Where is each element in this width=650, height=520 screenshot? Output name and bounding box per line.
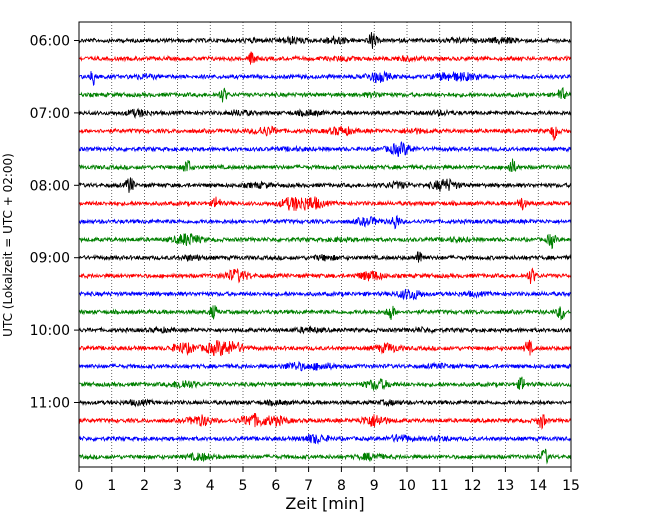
- trace-0730: [78, 141, 572, 157]
- y-axis-label: UTC (Lokalzeit = UTC + 02:00): [1, 153, 15, 337]
- x-tick-label: 13: [496, 478, 514, 494]
- x-tick-label: 6: [271, 478, 280, 494]
- x-tick-label: 7: [304, 478, 313, 494]
- trace-0845: [78, 233, 572, 250]
- trace-1145: [78, 448, 572, 465]
- y-tick-label: 10:00: [30, 323, 70, 339]
- x-tick-label: 10: [398, 478, 416, 494]
- y-axis-ticks: 06:00 07:00 08:00 09:00 10:00 11:00: [30, 34, 79, 412]
- vertical-gridlines: [111, 22, 539, 467]
- x-tick-label: 3: [173, 478, 182, 494]
- x-tick-label: 5: [239, 478, 248, 494]
- x-tick-label: 15: [562, 478, 580, 494]
- trace-1000: [78, 325, 572, 335]
- plot-frame: [78, 21, 572, 468]
- trace-0600: [78, 32, 572, 49]
- trace-1130: [78, 433, 572, 445]
- trace-0945: [78, 305, 572, 321]
- trace-0745: [78, 158, 572, 172]
- y-tick-label: 07:00: [30, 106, 70, 122]
- x-tick-label: 4: [206, 478, 215, 494]
- trace-0615: [78, 51, 572, 65]
- trace-0645: [79, 87, 572, 103]
- x-tick-label: 0: [75, 478, 84, 494]
- x-axis-label: Zeit [min]: [285, 494, 364, 513]
- x-tick-label: 1: [107, 478, 116, 494]
- x-tick-label: 14: [529, 478, 547, 494]
- trace-0800: [78, 177, 572, 193]
- trace-0900: [78, 251, 572, 263]
- trace-0830: [78, 214, 572, 230]
- trace-0915: [78, 267, 572, 285]
- trace-0715: [78, 125, 572, 142]
- trace-1100: [78, 398, 572, 408]
- x-tick-label: 11: [431, 478, 449, 494]
- trace-0630: [78, 70, 572, 87]
- trace-1015: [78, 339, 572, 357]
- y-tick-label: 09:00: [30, 251, 70, 267]
- trace-0930: [78, 288, 572, 301]
- y-tick-label: 11:00: [30, 396, 70, 412]
- trace-0700: [78, 107, 572, 119]
- x-axis-ticks: 0 1 2 3 4 5 6 7 8 9 10 11 12 13 14 15: [75, 467, 580, 494]
- trace-0815: [78, 196, 572, 211]
- trace-1115: [78, 413, 572, 430]
- y-tick-label: 08:00: [30, 178, 70, 194]
- trace-1045: [78, 376, 572, 392]
- y-tick-label: 06:00: [30, 34, 70, 50]
- x-tick-label: 12: [464, 478, 482, 494]
- x-tick-label: 8: [337, 478, 346, 494]
- trace-1030: [78, 360, 572, 372]
- trace-group: [78, 32, 572, 465]
- x-tick-label: 2: [140, 478, 149, 494]
- x-tick-label: 9: [370, 478, 379, 494]
